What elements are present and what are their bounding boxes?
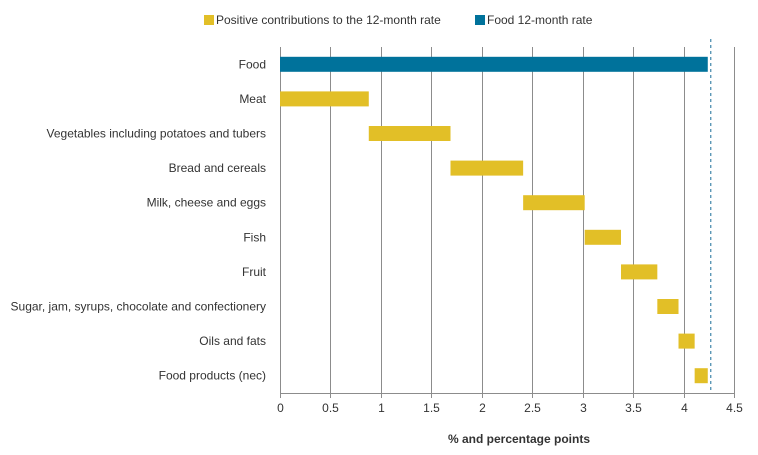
category-label-2: Meat	[239, 92, 266, 106]
x-tick-label-4: 2	[479, 401, 486, 415]
legend-label-2: Food 12-month rate	[487, 13, 593, 27]
bar-9	[678, 333, 695, 349]
category-label-3: Vegetables including potatoes and tubers	[47, 127, 267, 141]
bar-7	[621, 264, 658, 280]
category-label-4: Bread and cereals	[169, 161, 266, 175]
bar-1	[280, 56, 708, 72]
x-tick-label-3: 1.5	[423, 401, 440, 415]
category-label-1: Food	[239, 57, 266, 71]
x-tick-label-1: 0.5	[322, 401, 339, 415]
x-tick-label-7: 3.5	[625, 401, 642, 415]
x-tick-label-6: 3	[580, 401, 587, 415]
bar-10	[694, 368, 708, 384]
category-label-9: Oils and fats	[199, 334, 266, 348]
legend-swatch-2	[475, 15, 485, 25]
bar-2	[280, 91, 369, 107]
bar-6	[584, 229, 622, 245]
bar-4	[450, 160, 524, 176]
x-axis-title: % and percentage points	[448, 432, 590, 446]
legend-swatch-1	[204, 15, 214, 25]
bar-8	[657, 299, 679, 314]
x-axis: 0 0.5 1 1.5 2 2.5 3 3.5 4 4.5	[277, 393, 743, 415]
x-tick-label-0: 0	[277, 401, 284, 415]
x-tick-label-9: 4.5	[726, 401, 743, 415]
category-labels: Food Meat Vegetables including potatoes an…	[11, 57, 267, 382]
x-tick-label-2: 1	[378, 401, 385, 415]
bar-5	[523, 195, 585, 211]
x-tick-label-5: 2.5	[524, 401, 541, 415]
legend-label-1: Positive contributions to the 12-month r…	[216, 13, 441, 27]
bars	[280, 56, 708, 384]
bar-3	[368, 126, 451, 141]
x-tick-label-8: 4	[681, 401, 688, 415]
category-label-10: Food products (nec)	[159, 369, 266, 383]
category-label-8: Sugar, jam, syrups, chocolate and confec…	[11, 300, 266, 314]
category-label-5: Milk, cheese and eggs	[147, 196, 266, 210]
category-label-7: Fruit	[242, 265, 267, 279]
legend: Positive contributions to the 12-month r…	[204, 13, 593, 27]
category-label-6: Fish	[243, 230, 266, 244]
